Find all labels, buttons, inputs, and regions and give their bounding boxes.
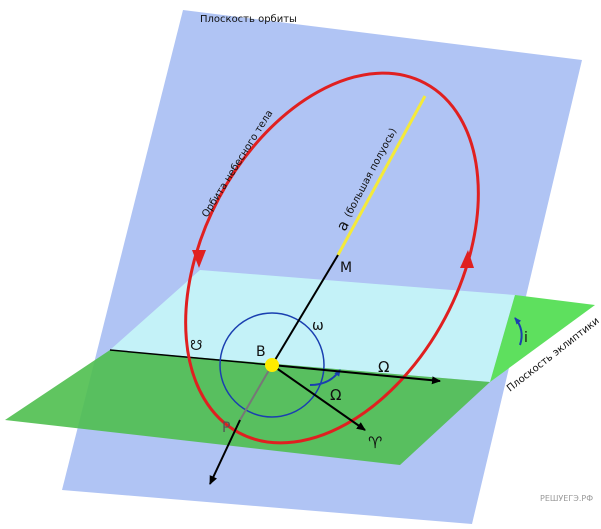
ecliptic-right xyxy=(490,295,595,382)
omega-angle-label: Ω xyxy=(330,386,341,404)
orbit-arrow xyxy=(460,250,474,268)
inclination-label: i xyxy=(524,330,528,346)
watermark: РЕШУЕГЭ.РФ xyxy=(540,494,593,503)
semi-major-axis xyxy=(336,95,427,256)
aries-arrow xyxy=(271,364,366,431)
aries-label: ♈ xyxy=(368,433,382,452)
orbit xyxy=(184,71,480,445)
orbit-arrow xyxy=(192,250,206,268)
omega-small-label: ω xyxy=(312,318,324,334)
m-label: M xyxy=(340,260,352,276)
incl-arc xyxy=(514,317,523,346)
node-line xyxy=(109,349,273,366)
perihelion-arrow xyxy=(209,419,241,485)
argument-arc xyxy=(219,312,325,418)
b-label: B xyxy=(256,344,266,360)
omega-arc xyxy=(309,369,341,386)
body-b xyxy=(265,358,279,372)
node-arrow xyxy=(271,364,441,385)
perihelion-line xyxy=(239,364,273,421)
radius xyxy=(271,254,339,366)
descending-node-label: ☋ xyxy=(190,338,202,354)
ecliptic-back xyxy=(110,270,515,382)
omega-line-label: Ω xyxy=(378,358,389,376)
p-label: P xyxy=(222,420,230,436)
orbit-plane-label: Плоскость орбиты xyxy=(200,14,297,25)
